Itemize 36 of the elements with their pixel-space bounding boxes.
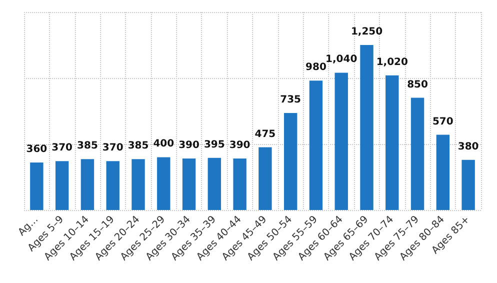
data-label: 570 xyxy=(432,116,454,128)
bar xyxy=(360,45,374,210)
data-label: 370 xyxy=(52,142,73,154)
data-label: 385 xyxy=(128,140,149,152)
data-label: 360 xyxy=(26,144,48,155)
bar xyxy=(284,112,298,210)
bar xyxy=(436,134,450,210)
bar xyxy=(182,158,196,210)
data-label: 390 xyxy=(178,140,200,152)
bar xyxy=(334,72,348,210)
bar xyxy=(233,158,246,210)
data-label: 475 xyxy=(254,128,276,140)
bar xyxy=(55,161,69,210)
bar xyxy=(386,75,399,210)
bar xyxy=(462,160,475,210)
bar xyxy=(208,158,222,210)
data-label: 390 xyxy=(229,140,250,152)
bar xyxy=(30,162,44,210)
data-label: 400 xyxy=(153,138,174,150)
data-label: 1,040 xyxy=(326,54,358,66)
data-label: 395 xyxy=(204,139,225,150)
bar xyxy=(309,80,323,210)
data-label: 1,250 xyxy=(350,26,383,38)
bar xyxy=(258,147,272,210)
data-label: 385 xyxy=(77,140,98,152)
data-label: 380 xyxy=(458,141,479,152)
data-label: 1,020 xyxy=(376,56,408,68)
bar xyxy=(157,157,170,210)
data-label: 980 xyxy=(306,62,326,74)
bar xyxy=(132,159,145,210)
data-label: 370 xyxy=(102,142,124,154)
data-label: 850 xyxy=(407,79,428,90)
bar xyxy=(106,161,120,210)
bar xyxy=(80,159,94,210)
bar xyxy=(410,98,424,210)
data-label: 735 xyxy=(280,94,302,106)
